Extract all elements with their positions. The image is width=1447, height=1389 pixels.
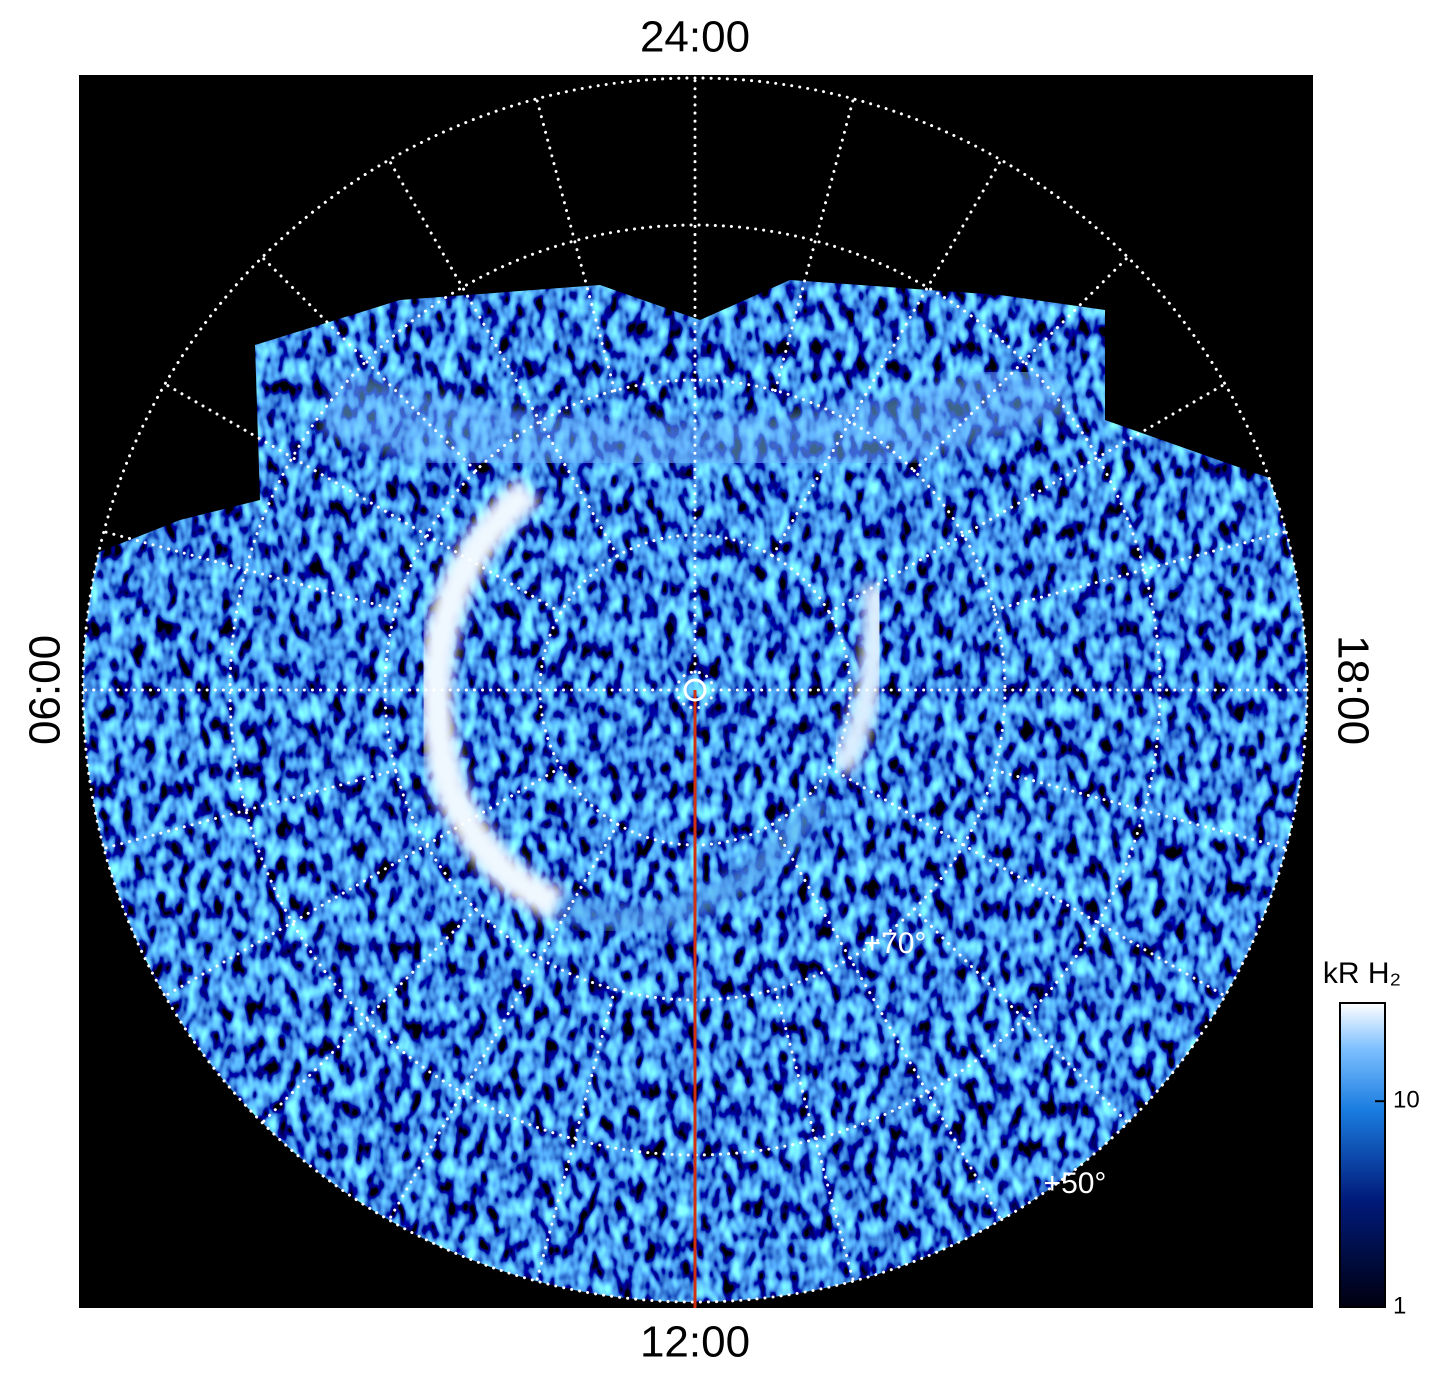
meridian [260, 907, 478, 1125]
meridian [102, 530, 398, 612]
meridian [912, 255, 1130, 473]
pole-marker [683, 678, 707, 702]
meridian [827, 766, 1227, 998]
colorbar-tick-label: 1 [1393, 1292, 1406, 1319]
meridian [771, 822, 1003, 1222]
colorbar-label: kR H₂ [1323, 957, 1401, 990]
meridian [102, 768, 398, 850]
local-time-label: 18:00 [1328, 635, 1377, 745]
meridian [535, 987, 617, 1283]
local-time-label: 12:00 [640, 1318, 750, 1367]
meridian [992, 530, 1288, 612]
latitude-circle [81, 76, 1309, 1304]
aurora-oval-dawn [419, 477, 567, 922]
colorbar-tick-label: 10 [1393, 1087, 1420, 1114]
meridian [387, 158, 619, 558]
meridian [773, 97, 855, 393]
latitude-label: +70° [864, 927, 927, 960]
meridian [773, 987, 855, 1283]
aurora-nightside [318, 347, 1073, 491]
local-time-label: 24:00 [640, 13, 750, 62]
meridian [827, 382, 1227, 614]
local-time-label: 06:00 [21, 635, 70, 745]
meridian [387, 822, 619, 1222]
meridian [912, 907, 1130, 1125]
latitude-label: +50° [1044, 1167, 1107, 1200]
colorbar-ticks: 1 10 [1375, 1087, 1420, 1319]
meridian [163, 766, 563, 998]
meridian [163, 382, 563, 614]
colorbar [1339, 1002, 1386, 1308]
aurora-oval-dusk [828, 584, 889, 777]
meridian [535, 97, 617, 393]
meridian [771, 158, 1003, 558]
meridian [260, 255, 478, 473]
meridian [992, 768, 1288, 850]
